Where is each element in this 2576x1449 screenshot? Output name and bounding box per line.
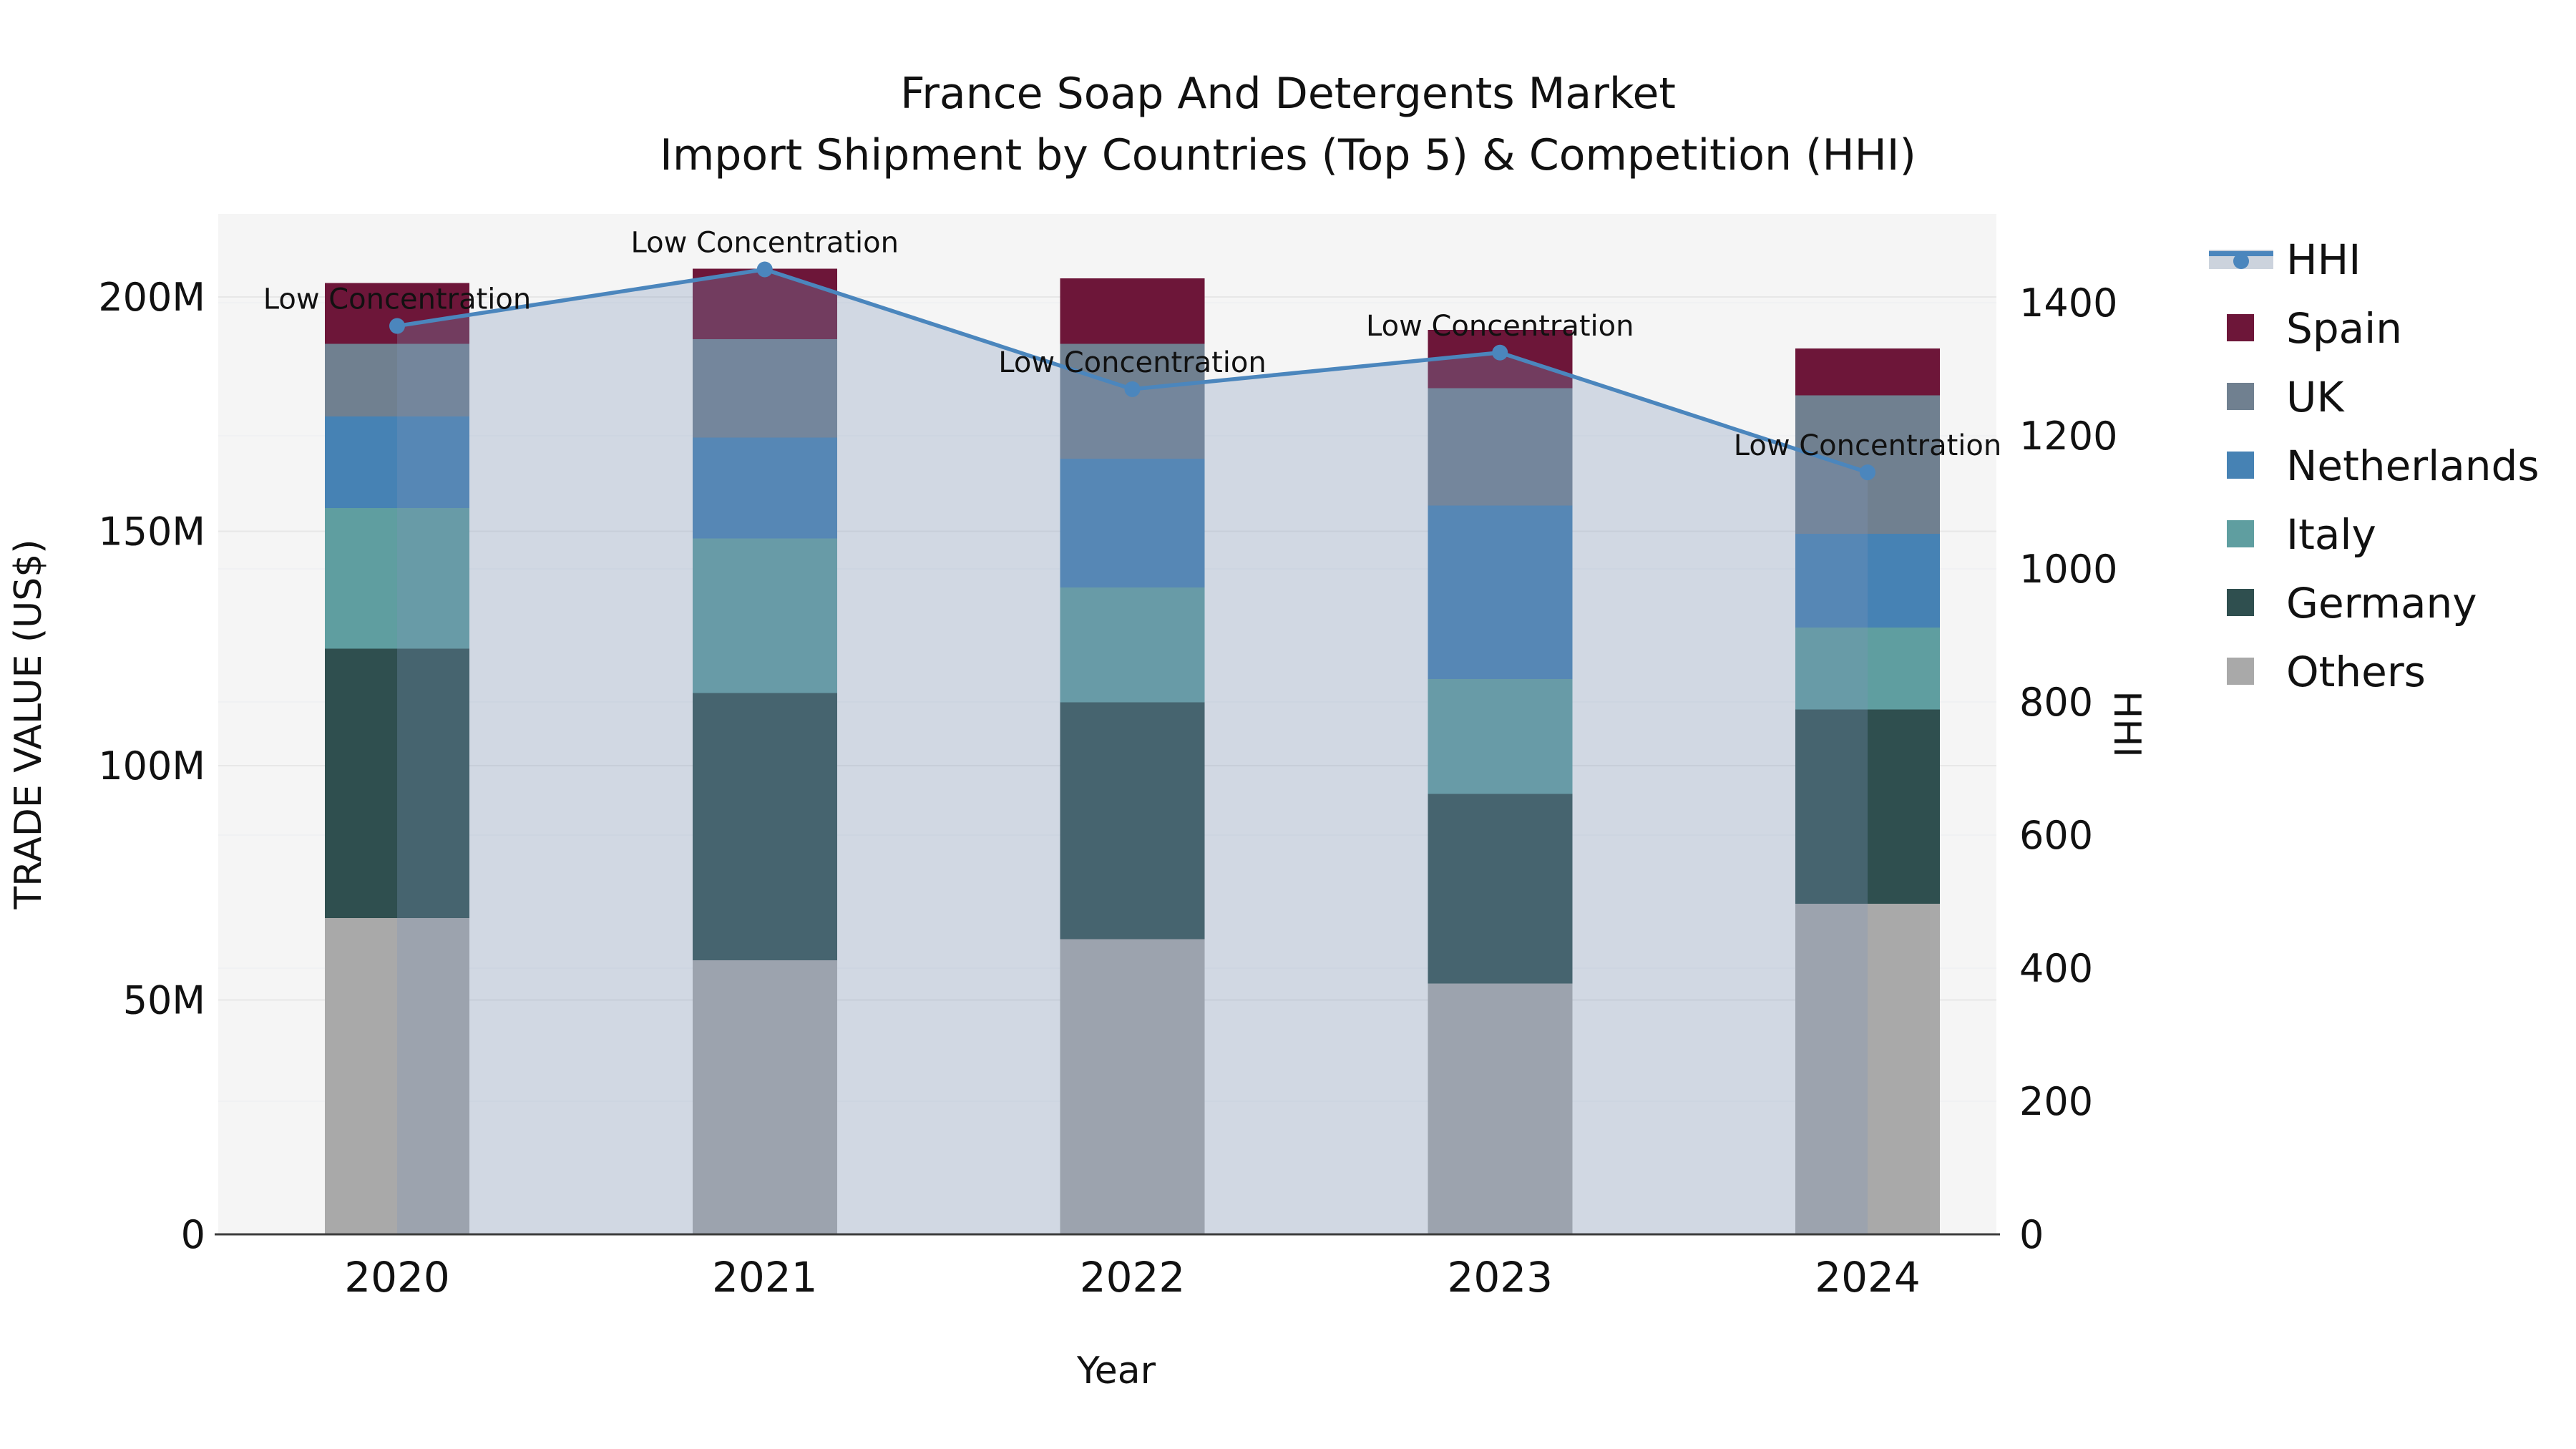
legend-item-uk: UK bbox=[2207, 372, 2540, 421]
legend-item-spain: Spain bbox=[2207, 304, 2540, 353]
bar-segment-uk-2023 bbox=[1428, 388, 1573, 506]
legend-item-netherlands: Netherlands bbox=[2207, 441, 2540, 490]
bar-segment-others-2023 bbox=[1428, 983, 1573, 1234]
legend-swatch-spain bbox=[2227, 314, 2254, 341]
legend-swatch-others bbox=[2227, 658, 2254, 685]
bar-segment-netherlands-2021 bbox=[692, 437, 837, 539]
bar-segment-italy-2024 bbox=[1795, 627, 1940, 710]
annotation-low-concentration-2021: Low Concentration bbox=[631, 227, 899, 260]
legend-label-uk: UK bbox=[2286, 372, 2344, 421]
hhi-marker-2024 bbox=[1860, 464, 1875, 481]
right-tick-label-200: 200 bbox=[2019, 1079, 2093, 1124]
legend-label-hhi: HHI bbox=[2286, 235, 2361, 284]
right-tick-label-1200: 1200 bbox=[2019, 414, 2117, 459]
legend-label-italy: Italy bbox=[2286, 509, 2376, 559]
legend-color-swatch-icon bbox=[2207, 376, 2286, 418]
bar-segment-germany-2023 bbox=[1428, 794, 1573, 984]
legend-swatch-netherlands bbox=[2227, 452, 2254, 479]
x-tick-label-2021: 2021 bbox=[712, 1253, 818, 1302]
bar-segment-netherlands-2022 bbox=[1060, 458, 1205, 588]
legend-item-hhi: HHI bbox=[2207, 235, 2540, 284]
right-tick-label-800: 800 bbox=[2019, 680, 2093, 725]
x-tick-label-2020: 2020 bbox=[344, 1253, 450, 1302]
bar-segment-spain-2022 bbox=[1060, 278, 1205, 344]
x-axis-title: Year bbox=[1076, 1350, 1156, 1392]
legend-item-italy: Italy bbox=[2207, 510, 2540, 559]
left-tick-label-0: 0 bbox=[181, 1212, 205, 1257]
hhi-marker-2022 bbox=[1124, 381, 1141, 397]
bar-segment-germany-2024 bbox=[1795, 709, 1940, 904]
bar-segment-spain-2024 bbox=[1795, 348, 1940, 396]
right-tick-label-0: 0 bbox=[2019, 1212, 2044, 1257]
legend: HHI Spain UK Netherlands Italy Germany Others bbox=[2207, 235, 2540, 696]
legend-color-swatch-icon bbox=[2207, 650, 2286, 693]
left-axis-title: TRADE VALUE (US$) bbox=[7, 539, 50, 909]
hhi-area-fill bbox=[397, 269, 1868, 1234]
chart-title-line2: Import Shipment by Countries (Top 5) & C… bbox=[660, 130, 1916, 180]
bar-segment-spain-2021 bbox=[692, 268, 837, 339]
annotation-low-concentration-2024: Low Concentration bbox=[1734, 429, 2001, 462]
legend-color-swatch-icon bbox=[2207, 444, 2286, 487]
legend-label-spain: Spain bbox=[2286, 303, 2403, 353]
hhi-marker-2021 bbox=[756, 261, 773, 278]
chart-title-line1: France Soap And Detergents Market bbox=[900, 69, 1676, 119]
bar-segment-germany-2020 bbox=[325, 648, 469, 918]
legend-line-glyph-icon bbox=[2207, 238, 2286, 280]
bar-segment-germany-2021 bbox=[692, 693, 837, 960]
legend-item-others: Others bbox=[2207, 647, 2540, 696]
legend-swatch-uk bbox=[2227, 383, 2254, 410]
legend-color-swatch-icon bbox=[2207, 513, 2286, 555]
bar-segment-others-2022 bbox=[1060, 939, 1205, 1234]
x-tick-label-2022: 2022 bbox=[1080, 1253, 1186, 1302]
legend-label-netherlands: Netherlands bbox=[2286, 441, 2540, 490]
hhi-marker-2023 bbox=[1492, 344, 1508, 361]
bar-segment-netherlands-2024 bbox=[1795, 533, 1940, 628]
legend-swatch-italy bbox=[2227, 520, 2254, 547]
left-tick-label-200M: 200M bbox=[98, 275, 205, 320]
legend-swatch-germany bbox=[2227, 589, 2254, 616]
legend-label-germany: Germany bbox=[2286, 578, 2477, 628]
right-tick-label-400: 400 bbox=[2019, 946, 2093, 991]
legend-item-germany: Germany bbox=[2207, 579, 2540, 628]
bar-segment-uk-2020 bbox=[325, 343, 469, 417]
hhi-band-swatch bbox=[2209, 250, 2273, 269]
legend-color-swatch-icon bbox=[2207, 582, 2286, 624]
annotation-low-concentration-2020: Low Concentration bbox=[263, 283, 531, 316]
bar-segment-uk-2022 bbox=[1060, 343, 1205, 459]
bar-segment-others-2024 bbox=[1795, 904, 1940, 1234]
bar-segment-netherlands-2023 bbox=[1428, 505, 1573, 679]
x-tick-label-2023: 2023 bbox=[1447, 1253, 1553, 1302]
legend-label-others: Others bbox=[2286, 647, 2426, 696]
right-tick-label-600: 600 bbox=[2019, 813, 2093, 858]
bar-segment-italy-2022 bbox=[1060, 587, 1205, 703]
bar-segment-italy-2021 bbox=[692, 538, 837, 693]
right-tick-label-1000: 1000 bbox=[2019, 547, 2117, 592]
chart-title: France Soap And Detergents Market Import… bbox=[0, 63, 2576, 186]
left-tick-label-100M: 100M bbox=[98, 743, 205, 789]
bar-segment-italy-2020 bbox=[325, 507, 469, 649]
left-tick-label-150M: 150M bbox=[98, 509, 205, 555]
hhi-marker-2020 bbox=[389, 318, 405, 334]
annotation-low-concentration-2023: Low Concentration bbox=[1366, 310, 1634, 343]
bar-segment-others-2020 bbox=[325, 917, 469, 1234]
bar-segment-uk-2021 bbox=[692, 338, 837, 438]
bar-segment-italy-2023 bbox=[1428, 678, 1573, 794]
bar-segment-germany-2022 bbox=[1060, 702, 1205, 940]
right-tick-label-1400: 1400 bbox=[2019, 280, 2117, 326]
hhi-marker-dot-icon bbox=[2233, 253, 2249, 269]
annotation-low-concentration-2022: Low Concentration bbox=[998, 346, 1266, 379]
bar-segment-others-2021 bbox=[692, 960, 837, 1234]
right-axis-title: HHI bbox=[2105, 691, 2148, 758]
x-tick-label-2024: 2024 bbox=[1815, 1253, 1921, 1302]
bar-segment-netherlands-2020 bbox=[325, 416, 469, 508]
left-tick-label-50M: 50M bbox=[123, 978, 205, 1023]
legend-color-swatch-icon bbox=[2207, 307, 2286, 349]
